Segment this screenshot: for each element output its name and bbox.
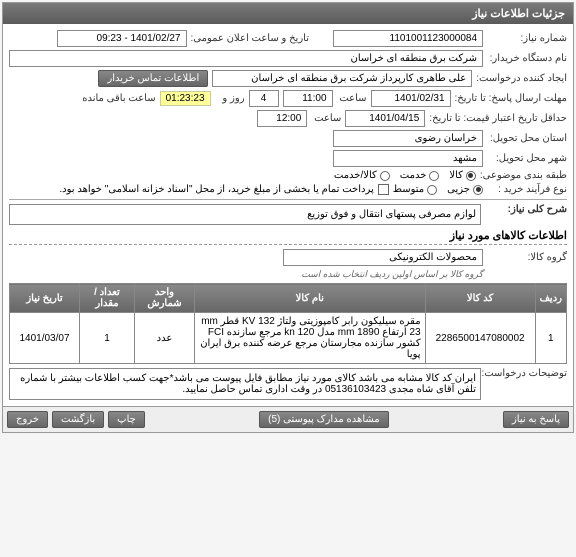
cell-name: مقره سیلیکون رابر کامپوزیتی ولتاژ KV 132… — [195, 313, 426, 364]
time-remain: 01:23:23 — [160, 91, 211, 106]
goods-section-title: اطلاعات کالاهای مورد نیاز — [9, 229, 567, 245]
deadline-label: مهلت ارسال پاسخ: تا تاریخ: — [455, 93, 567, 104]
footer-right-buttons: چاپ بازگشت خروج — [7, 411, 145, 428]
goods-group-label: گروه کالا: — [487, 252, 567, 263]
category-opt3-label: کالا/خدمت — [334, 170, 377, 181]
row-description: شرح کلی نیاز: لوازم مصرفی پستهای انتقال … — [9, 204, 567, 225]
purchase-type-label: نوع فرآیند خرید : — [487, 184, 567, 195]
city-label: شهر محل تحویل: — [487, 153, 567, 164]
row-goods-note: گروه کالا بر اساس اولین ردیف انتخاب شده … — [9, 269, 567, 280]
category-radio-group: کالا خدمت کالا/خدمت — [334, 170, 476, 181]
row-requester: ایجاد کننده درخواست: علی طاهری کارپرداز … — [9, 70, 567, 87]
radio-icon — [427, 185, 437, 195]
goods-group-value: محصولات الکترونیکی — [283, 249, 483, 266]
category-opt2-label: خدمت — [400, 170, 427, 181]
at-label-2: ساعت — [311, 113, 341, 124]
radio-icon — [466, 171, 476, 181]
panel-title: جزئیات اطلاعات نیاز — [472, 8, 565, 20]
panel-header: جزئیات اطلاعات نیاز — [3, 3, 573, 24]
days-remain: 4 — [249, 90, 279, 107]
category-opt-service[interactable]: خدمت — [400, 170, 440, 181]
validity-date: 1401/04/15 — [345, 110, 425, 127]
province-label: استان محل تحویل: — [487, 133, 567, 144]
th-row: ردیف — [535, 284, 566, 313]
row-buyer: نام دستگاه خریدار: شرکت برق منطقه ای خرا… — [9, 50, 567, 67]
public-datetime-label: تاریخ و ساعت اعلان عمومی: — [191, 33, 310, 44]
city-value: مشهد — [333, 150, 483, 167]
cell-idx: 1 — [535, 313, 566, 364]
exit-button[interactable]: خروج — [7, 411, 48, 428]
deadline-time: 11:00 — [283, 90, 333, 107]
buyer-label: نام دستگاه خریدار: — [487, 53, 567, 64]
table-header-row: ردیف کد کالا نام کالا واحد شمارش تعداد /… — [10, 284, 567, 313]
row-validity: حداقل تاریخ اعتبار قیمت: تا تاریخ: 1401/… — [9, 110, 567, 127]
cell-date: 1401/03/07 — [10, 313, 80, 364]
row-city: شهر محل تحویل: مشهد — [9, 150, 567, 167]
attachments-button[interactable]: مشاهده مدارک پیوستی (5) — [259, 411, 389, 428]
back-button[interactable]: بازگشت — [52, 411, 104, 428]
purchase-opt1-label: جزیی — [447, 184, 470, 195]
req-desc-value: ایران کد کالا مشابه می باشد کالای مورد ن… — [9, 368, 481, 400]
row-province: استان محل تحویل: خراسان رضوی — [9, 130, 567, 147]
purchase-radio-group: جزیی متوسط — [393, 184, 483, 195]
category-opt-goods[interactable]: کالا — [449, 170, 476, 181]
category-label: طبقه بندی موضوعی: — [480, 170, 567, 181]
details-panel: جزئیات اطلاعات نیاز شماره نیاز: 11010011… — [2, 2, 574, 433]
th-name: نام کالا — [195, 284, 426, 313]
cell-qty: 1 — [80, 313, 135, 364]
radio-icon — [380, 171, 390, 181]
footer: پاسخ به نیاز مشاهده مدارک پیوستی (5) چاپ… — [3, 406, 573, 432]
row-request-no: شماره نیاز: 1101001123000084 تاریخ و ساع… — [9, 30, 567, 47]
row-deadline: مهلت ارسال پاسخ: تا تاریخ: 1401/02/31 سا… — [9, 90, 567, 107]
requester-value: علی طاهری کارپرداز شرکت برق منطقه ای خرا… — [212, 70, 472, 87]
goods-table: ردیف کد کالا نام کالا واحد شمارش تعداد /… — [9, 283, 567, 364]
province-value: خراسان رضوی — [333, 130, 483, 147]
days-suffix: روز و — [215, 93, 245, 104]
purchase-opt-minor[interactable]: جزیی — [447, 184, 483, 195]
time-suffix: ساعت باقی مانده — [82, 93, 155, 104]
table-row[interactable]: 1 2286500147080002 مقره سیلیکون رابر کام… — [10, 313, 567, 364]
print-button[interactable]: چاپ — [108, 411, 145, 428]
validity-time: 12:00 — [257, 110, 307, 127]
request-no-value: 1101001123000084 — [333, 30, 483, 47]
requester-label: ایجاد کننده درخواست: — [476, 73, 567, 84]
description-value: لوازم مصرفی پستهای انتقال و فوق توزیع — [9, 204, 481, 225]
contact-button[interactable]: اطلاعات تماس خریدار — [98, 70, 208, 87]
divider — [9, 199, 567, 200]
request-no-label: شماره نیاز: — [487, 33, 567, 44]
req-desc-label: توضیحات درخواست: — [487, 368, 567, 379]
th-unit: واحد شمارش — [135, 284, 195, 313]
row-req-desc: توضیحات درخواست: ایران کد کالا مشابه می … — [9, 368, 567, 400]
radio-icon — [429, 171, 439, 181]
public-datetime-value: 1401/02/27 - 09:23 — [57, 30, 187, 47]
validity-label: حداقل تاریخ اعتبار قیمت: تا تاریخ: — [429, 113, 567, 124]
row-purchase-type: نوع فرآیند خرید : جزیی متوسط پرداخت تمام… — [9, 184, 567, 195]
row-category: طبقه بندی موضوعی: کالا خدمت کالا/خدمت — [9, 170, 567, 181]
row-goods-group: گروه کالا: محصولات الکترونیکی — [9, 249, 567, 266]
purchase-opt-medium[interactable]: متوسط — [393, 184, 437, 195]
description-label: شرح کلی نیاز: — [487, 204, 567, 215]
purchase-opt2-label: متوسط — [393, 184, 424, 195]
payment-note: پرداخت تمام یا بخشی از مبلغ خرید، از محل… — [59, 184, 373, 195]
respond-button[interactable]: پاسخ به نیاز — [503, 411, 569, 428]
panel-body: شماره نیاز: 1101001123000084 تاریخ و ساع… — [3, 24, 573, 406]
th-code: کد کالا — [425, 284, 535, 313]
cell-code: 2286500147080002 — [425, 313, 535, 364]
payment-checkbox[interactable] — [378, 184, 389, 195]
th-date: تاریخ نیاز — [10, 284, 80, 313]
th-qty: تعداد / مقدار — [80, 284, 135, 313]
radio-icon — [473, 185, 483, 195]
buyer-value: شرکت برق منطقه ای خراسان — [9, 50, 483, 67]
goods-group-note: گروه کالا بر اساس اولین ردیف انتخاب شده … — [301, 269, 483, 280]
category-opt1-label: کالا — [449, 170, 463, 181]
category-opt-both[interactable]: کالا/خدمت — [334, 170, 390, 181]
at-label-1: ساعت — [337, 93, 367, 104]
cell-unit: عدد — [135, 313, 195, 364]
deadline-date: 1401/02/31 — [371, 90, 451, 107]
